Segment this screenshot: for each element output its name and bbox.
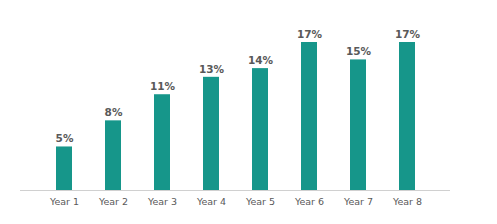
svg-text:8%: 8% — [105, 106, 123, 118]
svg-text:Year 8: Year 8 — [392, 196, 422, 207]
svg-text:Year 1: Year 1 — [49, 196, 79, 207]
svg-text:13%: 13% — [199, 63, 225, 75]
svg-text:11%: 11% — [150, 80, 176, 92]
svg-text:Year 4: Year 4 — [196, 196, 226, 207]
svg-text:17%: 17% — [395, 28, 421, 40]
svg-text:Year 2: Year 2 — [98, 196, 128, 207]
svg-text:Year 3: Year 3 — [147, 196, 177, 207]
svg-text:Year 7: Year 7 — [343, 196, 373, 207]
svg-text:Year 6: Year 6 — [294, 196, 324, 207]
svg-text:14%: 14% — [248, 54, 274, 66]
svg-text:Year 5: Year 5 — [245, 196, 275, 207]
svg-text:17%: 17% — [297, 28, 323, 40]
svg-text:5%: 5% — [56, 132, 74, 144]
svg-text:15%: 15% — [346, 45, 372, 57]
